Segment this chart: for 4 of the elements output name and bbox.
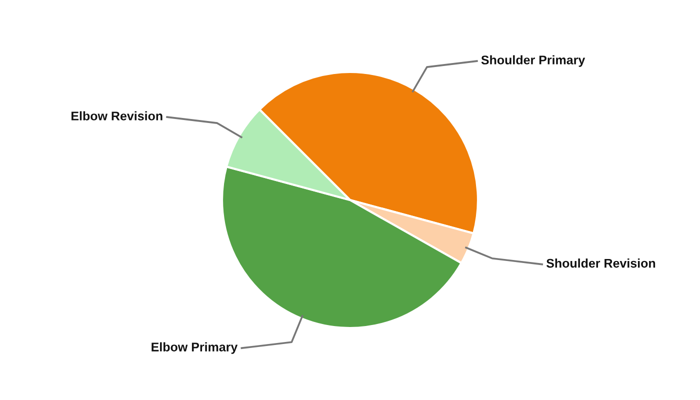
slice-label: Elbow Primary [152,342,238,354]
slice-label: Elbow Revision [72,111,162,120]
slice-label: Shoulder Primary [481,55,586,67]
slice-label: Shoulder Revision [546,258,656,268]
